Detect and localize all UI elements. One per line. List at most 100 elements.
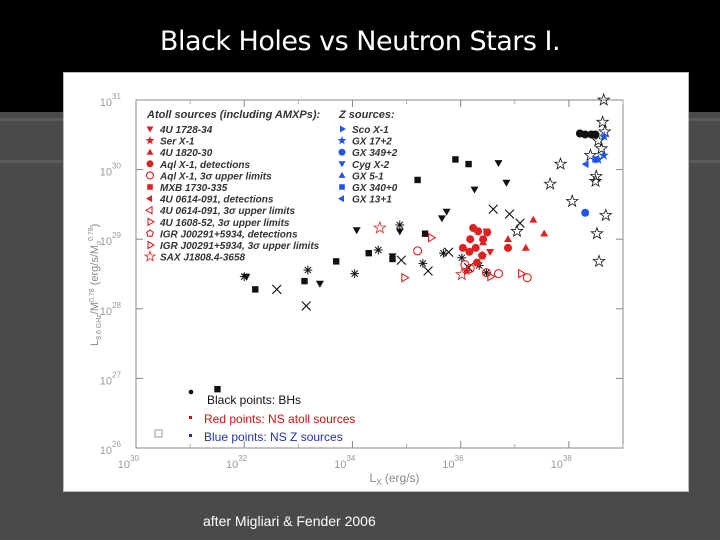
tick-exponent: 27	[112, 370, 121, 379]
data-point	[521, 243, 530, 251]
data-point	[592, 156, 599, 163]
marker-stroke	[374, 246, 382, 254]
x-axis-label: LX (erg/s)	[370, 471, 420, 487]
data-point	[465, 247, 474, 256]
annotation-notes: Black points: BHs Red points: NS atoll so…	[154, 389, 355, 444]
data-point	[388, 253, 397, 261]
data-point	[565, 194, 580, 208]
legend-marker	[146, 229, 154, 237]
bullet	[189, 416, 192, 419]
legend-label: 4U 0614-091, detections	[159, 195, 274, 206]
data-point	[595, 114, 610, 128]
data-point	[272, 284, 282, 295]
legend-marker	[143, 250, 157, 262]
data-point	[594, 141, 609, 155]
legend-marker	[338, 195, 344, 203]
data-point	[252, 286, 259, 293]
tick-base: 10	[226, 459, 238, 471]
data-point	[461, 265, 472, 276]
data-point	[427, 232, 437, 243]
marker-stroke	[458, 254, 466, 262]
data-point	[442, 208, 451, 216]
data-point	[589, 169, 604, 183]
data-point	[540, 229, 549, 237]
legend-marker	[145, 135, 155, 145]
data-point	[350, 269, 360, 279]
data-point	[401, 272, 410, 283]
data-point	[591, 130, 600, 139]
tick-base: 10	[100, 167, 112, 179]
data-point	[493, 269, 504, 279]
marker-stroke	[439, 249, 447, 257]
legend-marker	[337, 135, 347, 145]
data-point	[423, 266, 433, 276]
data-point	[472, 258, 481, 267]
legend-marker	[146, 148, 154, 155]
marker-stroke	[272, 284, 282, 295]
data-point	[518, 268, 527, 279]
tick-base: 10	[100, 236, 112, 248]
legend-label: MXB 1730-335	[160, 183, 228, 194]
data-point	[482, 268, 491, 278]
data-point	[452, 156, 459, 163]
data-point	[581, 130, 590, 139]
data-point	[214, 385, 221, 393]
legend-marker	[147, 240, 156, 250]
legend-marker	[338, 161, 346, 168]
legend-label: GX 13+1	[352, 195, 392, 206]
data-point	[596, 92, 611, 106]
data-point	[598, 150, 609, 160]
data-point	[458, 243, 467, 252]
data-point	[418, 258, 428, 268]
bullet	[188, 389, 194, 395]
data-point	[301, 301, 312, 311]
tick-exponent: 34	[346, 454, 355, 463]
legend-marker	[146, 160, 154, 168]
legend-marker	[146, 126, 154, 133]
data-point	[502, 179, 511, 187]
chart-panel: 10 30 10 32 10 34 10 36 10 38 10 26 10 27 10 28 10 29 10 30…	[63, 72, 689, 492]
slide-title: Black Holes vs Neutron Stars I.	[159, 26, 561, 57]
data-point	[477, 250, 488, 260]
data-point	[581, 160, 589, 169]
data-point	[482, 228, 491, 236]
data-point	[365, 249, 372, 257]
data-point	[373, 245, 383, 255]
marker-stroke	[304, 266, 312, 274]
data-point	[315, 280, 324, 288]
data-point	[599, 131, 610, 141]
data-point	[581, 208, 590, 217]
data-point	[352, 227, 361, 235]
legend-label: Aql X-1, 3σ upper limits	[159, 171, 272, 182]
data-point	[443, 247, 454, 258]
marker-stroke	[488, 204, 499, 214]
marker-stroke	[423, 266, 433, 276]
data-point	[466, 235, 475, 244]
data-point	[437, 215, 446, 223]
legend-label: GX 340+0	[352, 183, 398, 194]
data-point	[396, 255, 407, 265]
tick-base: 10	[100, 97, 112, 109]
tick-exponent: 31	[112, 92, 121, 101]
legend-label: Cyg X-2	[352, 160, 390, 171]
tick-exponent: 36	[455, 454, 464, 463]
data-point	[494, 160, 503, 167]
tick-exponent: 30	[112, 162, 121, 171]
data-point	[457, 253, 467, 263]
data-point	[421, 230, 429, 237]
tick-exponent: 32	[238, 454, 247, 463]
data-point	[543, 176, 557, 190]
marker-stroke	[240, 273, 248, 281]
data-point	[470, 186, 479, 194]
data-point	[487, 271, 496, 282]
tick-exponent: 26	[112, 440, 121, 449]
legend-marker	[338, 171, 346, 178]
data-point	[592, 254, 606, 268]
legend-atoll: Atoll sources (including AMXPs): 4U 1728-…	[143, 109, 320, 264]
